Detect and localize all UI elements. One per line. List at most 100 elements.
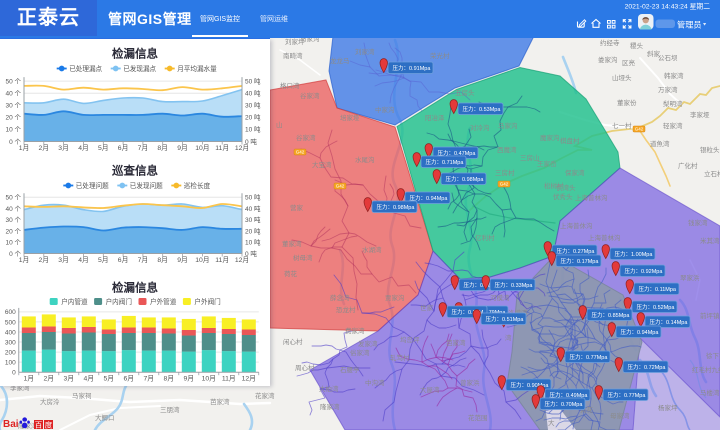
svg-text:100: 100 bbox=[5, 359, 16, 366]
svg-text:发家湾: 发家湾 bbox=[358, 339, 378, 348]
svg-text:格口湾: 格口湾 bbox=[280, 81, 300, 90]
svg-text:20 吨: 20 吨 bbox=[245, 112, 261, 121]
svg-text:稷头: 稷头 bbox=[630, 41, 644, 50]
svg-text:50 吨: 50 吨 bbox=[245, 192, 261, 201]
svg-text:曾家浜: 曾家浜 bbox=[460, 378, 480, 387]
svg-text:1月: 1月 bbox=[19, 144, 30, 152]
svg-text:前坪镇: 前坪镇 bbox=[700, 311, 720, 320]
svg-text:10 吨: 10 吨 bbox=[245, 124, 261, 133]
svg-text:大: 大 bbox=[548, 418, 555, 427]
svg-text:山垭头: 山垭头 bbox=[612, 73, 632, 82]
svg-text:翠家浜: 翠家浜 bbox=[680, 273, 700, 282]
svg-text:南畸湾: 南畸湾 bbox=[283, 51, 303, 60]
svg-text:3月: 3月 bbox=[64, 374, 75, 382]
svg-text:七一村: 七一村 bbox=[612, 121, 632, 130]
svg-text:2021-02-23 14:43:24 星期二: 2021-02-23 14:43:24 星期二 bbox=[625, 3, 711, 11]
svg-text:户外阀门: 户外阀门 bbox=[194, 296, 220, 305]
svg-text:世家: 世家 bbox=[420, 303, 434, 312]
svg-text:50 吨: 50 吨 bbox=[245, 76, 261, 85]
svg-text:马家祠: 马家祠 bbox=[72, 391, 92, 400]
svg-text:压力：0.90Mpa: 压力：0.90Mpa bbox=[511, 381, 550, 389]
svg-text:压力：0.77Mpa: 压力：0.77Mpa bbox=[608, 391, 647, 399]
svg-text:压力：0.72Mpa: 压力：0.72Mpa bbox=[628, 363, 667, 371]
svg-text:5月: 5月 bbox=[98, 256, 109, 264]
svg-text:西魔湾: 西魔湾 bbox=[497, 145, 517, 154]
svg-text:9月: 9月 bbox=[177, 256, 188, 264]
svg-text:中沟湾: 中沟湾 bbox=[365, 378, 385, 387]
svg-text:300: 300 bbox=[5, 339, 16, 346]
svg-text:已发现漏点: 已发现漏点 bbox=[123, 63, 156, 72]
svg-text:2月: 2月 bbox=[44, 374, 55, 382]
svg-text:检漏信息: 检漏信息 bbox=[112, 280, 158, 294]
svg-text:轻家湾: 轻家湾 bbox=[663, 121, 683, 130]
svg-text:压力：0.14Mpa: 压力：0.14Mpa bbox=[650, 318, 689, 326]
svg-text:7月: 7月 bbox=[138, 256, 149, 264]
svg-text:8月: 8月 bbox=[157, 256, 168, 264]
svg-text:王家岙: 王家岙 bbox=[537, 159, 557, 168]
svg-text:杨家坪: 杨家坪 bbox=[658, 403, 678, 412]
svg-text:压力：0.20M: 压力：0.20M bbox=[452, 308, 484, 316]
svg-text:50 个: 50 个 bbox=[5, 193, 21, 201]
svg-text:上海普林沟: 上海普林沟 bbox=[588, 233, 621, 242]
svg-text:伏秀头: 伏秀头 bbox=[553, 192, 573, 201]
svg-text:0 吨: 0 吨 bbox=[245, 136, 257, 145]
svg-text:600: 600 bbox=[5, 309, 16, 316]
svg-text:公石坝: 公石坝 bbox=[658, 53, 678, 62]
svg-text:董家份: 董家份 bbox=[617, 98, 637, 107]
svg-text:河模湾: 河模湾 bbox=[490, 293, 510, 302]
svg-text:压力：0.71Mpa: 压力：0.71Mpa bbox=[426, 158, 465, 166]
svg-text:10月: 10月 bbox=[195, 256, 209, 264]
svg-text:立石村: 立石村 bbox=[704, 169, 720, 178]
svg-text:户内管道: 户内管道 bbox=[61, 296, 88, 305]
svg-text:2月: 2月 bbox=[39, 256, 50, 264]
svg-text:花家湾: 花家湾 bbox=[255, 391, 275, 400]
svg-text:30 吨: 30 吨 bbox=[245, 215, 261, 224]
svg-text:400: 400 bbox=[5, 329, 16, 336]
svg-text:营家: 营家 bbox=[290, 203, 304, 212]
svg-text:10 吨: 10 吨 bbox=[245, 237, 261, 246]
svg-text:荣光村: 荣光村 bbox=[430, 51, 450, 60]
svg-text:费家湾: 费家湾 bbox=[345, 326, 365, 335]
svg-text:刘家坪: 刘家坪 bbox=[285, 37, 305, 46]
svg-text:三房村: 三房村 bbox=[495, 168, 515, 177]
svg-text:10月: 10月 bbox=[195, 144, 209, 152]
svg-text:度: 度 bbox=[45, 420, 53, 430]
svg-text:米其湾: 米其湾 bbox=[700, 236, 720, 245]
svg-text:3月: 3月 bbox=[58, 144, 69, 152]
svg-text:40 个: 40 个 bbox=[5, 204, 21, 212]
svg-text:斜家: 斜家 bbox=[647, 49, 661, 58]
svg-text:隆家湾: 隆家湾 bbox=[18, 421, 38, 430]
svg-text:11月: 11月 bbox=[215, 256, 229, 264]
svg-text:薛念湾: 薛念湾 bbox=[330, 293, 350, 302]
svg-text:压力：0.52Mpa: 压力：0.52Mpa bbox=[637, 303, 676, 311]
svg-text:钱家湾: 钱家湾 bbox=[688, 218, 708, 227]
svg-text:湾: 湾 bbox=[505, 333, 512, 342]
svg-text:6月: 6月 bbox=[118, 144, 129, 152]
svg-text:马楼湾: 马楼湾 bbox=[700, 388, 720, 397]
svg-text:中家沟: 中家沟 bbox=[375, 105, 395, 114]
svg-text:0 个: 0 个 bbox=[9, 137, 21, 145]
svg-text:10 个: 10 个 bbox=[5, 125, 21, 133]
svg-text:巡检长度: 巡检长度 bbox=[184, 180, 211, 189]
svg-text:李家垭: 李家垭 bbox=[690, 110, 710, 119]
svg-text:黄花: 黄花 bbox=[580, 405, 594, 414]
svg-text:40 吨: 40 吨 bbox=[245, 203, 261, 212]
svg-text:7月: 7月 bbox=[138, 144, 149, 152]
svg-text:G42: G42 bbox=[336, 184, 345, 189]
svg-text:大柏湾: 大柏湾 bbox=[319, 384, 339, 393]
svg-text:200: 200 bbox=[5, 349, 16, 356]
svg-text:0 吨: 0 吨 bbox=[245, 248, 257, 257]
svg-text:徐下湾: 徐下湾 bbox=[706, 351, 720, 360]
svg-text:7月: 7月 bbox=[144, 374, 155, 382]
svg-text:户外管道: 户外管道 bbox=[150, 296, 177, 305]
svg-text:12月: 12月 bbox=[235, 256, 249, 264]
svg-text:水湖湾: 水湖湾 bbox=[362, 245, 382, 254]
svg-text:大房泠: 大房泠 bbox=[40, 397, 60, 406]
svg-text:压力：0.49Mpa: 压力：0.49Mpa bbox=[550, 391, 589, 399]
svg-text:管理员: 管理员 bbox=[677, 20, 702, 30]
svg-text:检漏信息: 检漏信息 bbox=[112, 46, 158, 60]
svg-text:广化村: 广化村 bbox=[678, 161, 698, 170]
svg-text:龙龙马: 龙龙马 bbox=[330, 56, 350, 65]
svg-text:500: 500 bbox=[5, 319, 16, 326]
svg-text:30 吨: 30 吨 bbox=[245, 100, 261, 109]
